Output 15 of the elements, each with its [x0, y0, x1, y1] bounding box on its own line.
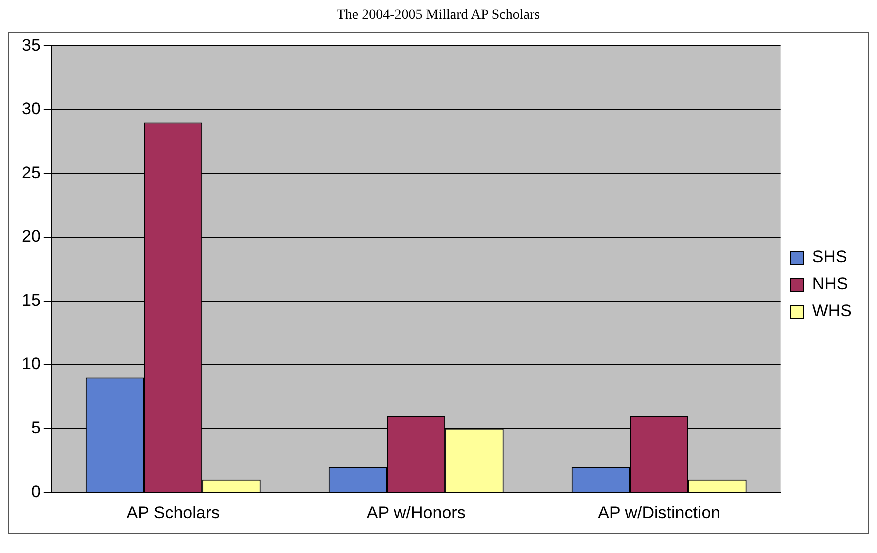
y-tick-label: 20: [22, 227, 41, 246]
y-tick-label: 5: [31, 418, 41, 438]
x-tick-label: AP w/Distinction: [598, 503, 721, 522]
y-tick-label: 25: [22, 163, 41, 182]
chart-title: The 2004-2005 Millard AP Scholars: [336, 8, 542, 24]
x-tick-label: AP Scholars: [126, 503, 220, 522]
y-tick-label: 0: [31, 482, 41, 502]
legend-label: NHS: [812, 274, 848, 294]
y-tick-label: 15: [22, 290, 41, 310]
legend-label: SHS: [812, 248, 848, 267]
x-tick-label: AP w/Honors: [366, 503, 466, 522]
y-tick-label: 30: [22, 100, 41, 119]
y-tick-label: 10: [22, 354, 41, 374]
legend-label: WHS: [812, 302, 852, 321]
y-tick-label: 35: [22, 36, 41, 55]
